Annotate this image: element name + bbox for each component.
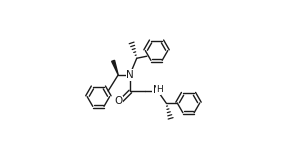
Text: N: N <box>153 85 160 95</box>
Polygon shape <box>112 60 118 75</box>
Text: N: N <box>126 70 134 80</box>
Text: O: O <box>114 96 122 106</box>
Text: H: H <box>156 85 163 94</box>
